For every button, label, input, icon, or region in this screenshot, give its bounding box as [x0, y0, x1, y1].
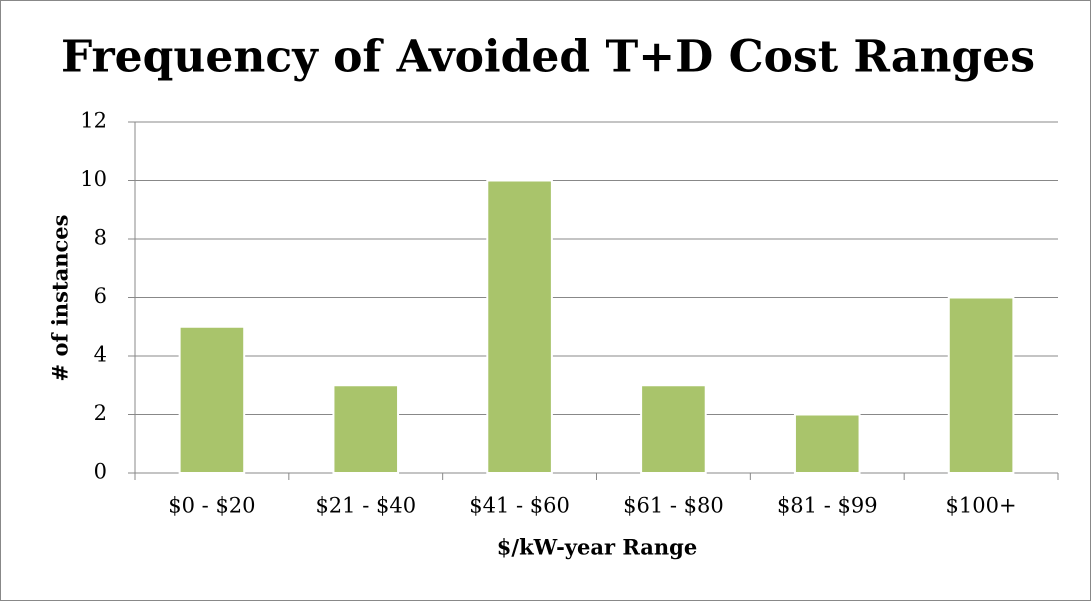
y-tick-label: 12	[80, 109, 107, 133]
y-tick-label: 0	[94, 460, 107, 484]
x-tick-label: $21 - $40	[315, 494, 416, 518]
x-tick-label: $41 - $60	[469, 494, 570, 518]
x-tick-label: $81 - $99	[777, 494, 878, 518]
x-tick-label: $0 - $20	[168, 494, 255, 518]
bar	[947, 296, 1015, 474]
y-tick-label: 8	[94, 226, 107, 250]
bar	[640, 384, 707, 474]
bar	[486, 179, 553, 474]
y-tick-label: 6	[94, 284, 107, 308]
y-axis-title: # of instances	[48, 215, 73, 382]
x-tick-label: $61 - $80	[623, 494, 724, 518]
bar	[332, 384, 400, 474]
chart-title: Frequency of Avoided T+D Cost Ranges	[61, 32, 1035, 83]
y-tick-label: 2	[94, 401, 107, 425]
x-axis-title: $/kW-year Range	[497, 535, 697, 560]
y-tick-label: 10	[80, 167, 107, 191]
x-tick-label: $100+	[946, 494, 1017, 518]
y-tick-label: 4	[94, 343, 107, 367]
bar	[793, 413, 861, 474]
bar	[178, 325, 246, 474]
